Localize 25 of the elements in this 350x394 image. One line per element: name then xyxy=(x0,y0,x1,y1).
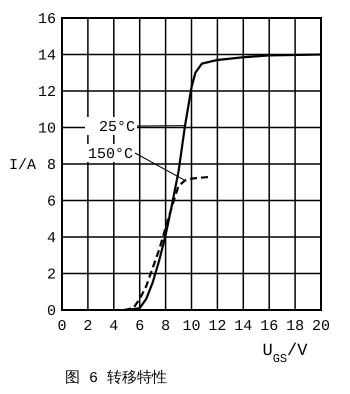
x-axis-title: U$_{GS}$/V xyxy=(262,342,308,366)
y-tick-label: 16 xyxy=(38,11,56,28)
x-tick-label: 18 xyxy=(286,318,304,335)
x-tick-label: 2 xyxy=(83,318,92,335)
y-axis-title: I/A xyxy=(8,157,36,174)
y-tick-label: 14 xyxy=(38,48,56,64)
y-tick-label: 4 xyxy=(46,230,56,247)
x-tick-label: 12 xyxy=(208,318,226,335)
x-tick-label: 0 xyxy=(57,318,67,335)
x-tick-label: 16 xyxy=(260,318,278,335)
y-tick-label: 6 xyxy=(46,194,56,210)
x-tick-label: 14 xyxy=(234,318,252,335)
x-tick-label: 10 xyxy=(182,318,201,335)
y-tick-label: 0 xyxy=(46,303,56,320)
y-tick-label: 8 xyxy=(46,157,56,174)
x-tick-label: 20 xyxy=(312,318,330,335)
x-tick-label: 8 xyxy=(161,318,170,335)
x-tick-label: 6 xyxy=(135,318,144,335)
x-tick-label: 4 xyxy=(109,318,118,335)
caption: 图 6 转移特性 xyxy=(65,369,168,387)
legend-label: 25°C xyxy=(98,119,135,136)
y-tick-label: 2 xyxy=(46,266,56,284)
y-tick-label: 12 xyxy=(38,84,56,101)
text: 150°C xyxy=(88,146,133,163)
y-tick-label: 10 xyxy=(38,120,56,138)
